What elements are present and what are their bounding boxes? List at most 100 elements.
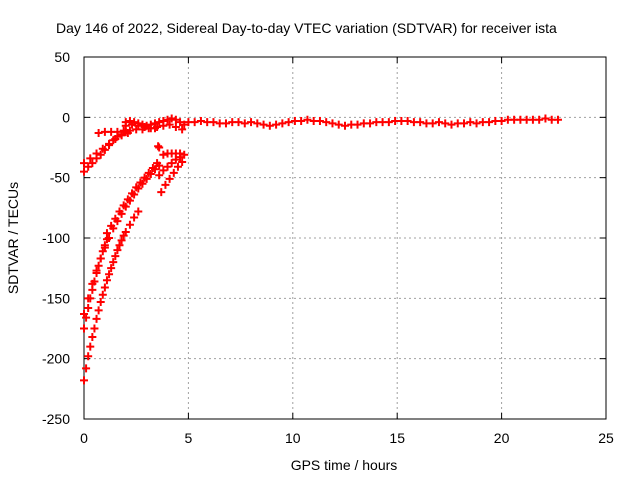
data-point (86, 342, 95, 351)
data-point (428, 119, 437, 128)
data-point (169, 168, 178, 177)
data-point (155, 171, 164, 180)
data-point (253, 119, 262, 128)
data-point (466, 118, 475, 127)
y-axis-title: SDTVAR / TECUs (5, 182, 21, 294)
data-point (155, 118, 164, 127)
data-point (80, 159, 88, 168)
data-point (100, 243, 109, 252)
data-point (132, 183, 141, 192)
x-tick-label: 15 (389, 430, 405, 446)
data-point (165, 174, 174, 183)
data-point (178, 125, 187, 134)
data-point (472, 119, 481, 128)
data-point (128, 120, 137, 129)
data-point (111, 214, 120, 223)
data-point (105, 139, 114, 148)
data-point (178, 157, 187, 166)
data-point (136, 178, 145, 187)
data-point (105, 234, 114, 242)
grid (84, 57, 606, 419)
data-point (113, 246, 122, 255)
data-point (94, 129, 103, 138)
data-point (159, 121, 168, 130)
data-point (173, 162, 182, 171)
data-point (140, 173, 149, 182)
data-point (119, 201, 128, 210)
data-point (153, 159, 162, 168)
data-point (234, 118, 243, 127)
axis-ticks: 0 5 10 15 20 25 50 0 -50 -100 -150 -200 -250 (42, 49, 614, 446)
data-point (130, 213, 139, 222)
data-point (297, 116, 306, 125)
data-point (163, 162, 172, 171)
data-point (159, 150, 168, 159)
data-point (165, 120, 174, 129)
y-tick-label: -50 (50, 170, 70, 186)
data-point (90, 324, 99, 333)
data-point (88, 159, 97, 168)
data-point (259, 120, 268, 129)
data-point (94, 261, 103, 270)
data-point (146, 124, 155, 133)
data-point (134, 207, 143, 216)
data-point (553, 115, 562, 124)
data-point (121, 121, 130, 130)
data-point (125, 126, 134, 135)
data-point (154, 142, 163, 151)
x-tick-label: 5 (185, 430, 193, 446)
data-point (303, 115, 312, 124)
data-point (84, 352, 93, 361)
data-point (92, 149, 101, 158)
data-point (403, 116, 412, 125)
data-point (176, 118, 185, 127)
y-tick-label: -250 (42, 411, 70, 427)
data-point (140, 122, 149, 131)
data-point (180, 120, 189, 129)
data-point (105, 270, 114, 279)
data-point (334, 120, 343, 129)
y-tick-label: -200 (42, 351, 70, 367)
data-point (96, 297, 105, 306)
data-point (80, 310, 88, 319)
data-point (96, 254, 105, 263)
data-point (541, 114, 550, 123)
x-tick-label: 10 (285, 430, 301, 446)
data-point (315, 116, 324, 125)
data-point (155, 143, 164, 152)
data-point (92, 266, 101, 275)
data-point (123, 195, 132, 204)
data-point (80, 324, 88, 333)
data-point (221, 119, 230, 128)
data-point (196, 116, 205, 125)
data-point (247, 118, 256, 127)
data-point (148, 164, 157, 173)
y-tick-label: 0 (62, 109, 70, 125)
data-point (96, 150, 105, 159)
data-point (115, 207, 124, 216)
data-point (171, 115, 180, 124)
x-tick-label: 20 (494, 430, 510, 446)
data-point (88, 332, 97, 341)
data-point (341, 121, 349, 130)
data-point (109, 258, 118, 267)
data-point (98, 290, 107, 299)
data-point (153, 122, 162, 131)
x-axis-title: GPS time / hours (291, 457, 398, 473)
data-point (460, 119, 469, 128)
data-point (94, 306, 103, 315)
data-point (159, 166, 168, 175)
data-point (125, 220, 134, 229)
data-point (434, 118, 443, 127)
data-point (157, 188, 166, 197)
data-point (84, 303, 93, 312)
data-point (353, 120, 362, 129)
data-point (107, 221, 116, 230)
data-point (180, 150, 189, 159)
data-point (328, 119, 337, 128)
data-point (161, 180, 170, 189)
data-point (497, 116, 506, 125)
data-point (485, 118, 494, 127)
data-point (117, 131, 126, 140)
